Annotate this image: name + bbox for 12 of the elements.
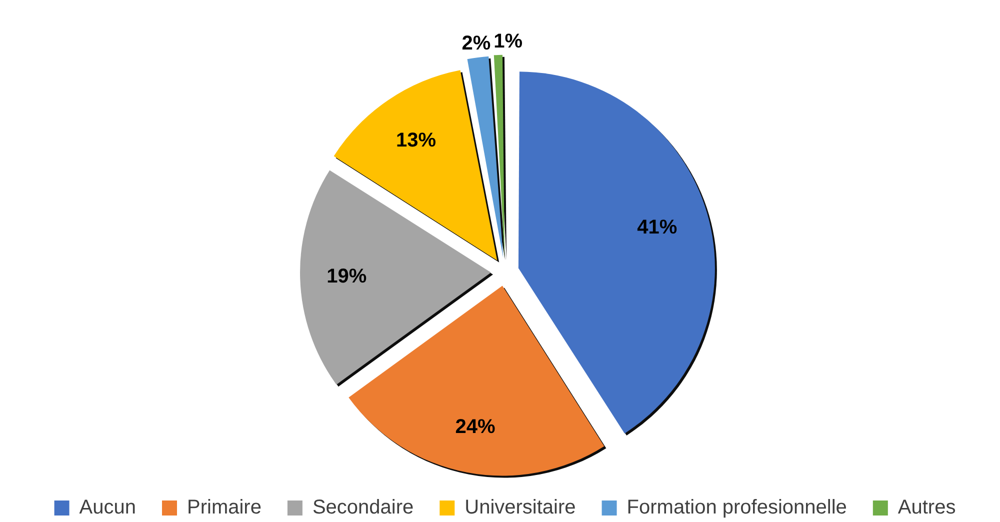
data-label: 24% xyxy=(455,416,496,438)
legend-label: Universitaire xyxy=(464,496,576,519)
legend-label: Primaire xyxy=(187,496,262,519)
legend-label: Secondaire xyxy=(312,496,414,519)
legend-label: Autres xyxy=(898,496,956,519)
legend-label: Aucun xyxy=(79,496,136,519)
data-label: 1% xyxy=(494,30,523,53)
data-label: 13% xyxy=(396,130,436,152)
data-label: 19% xyxy=(326,265,367,288)
legend-label: Formation profesionnelle xyxy=(626,496,847,519)
data-label: 41% xyxy=(637,216,678,238)
data-label: 2% xyxy=(462,32,491,54)
